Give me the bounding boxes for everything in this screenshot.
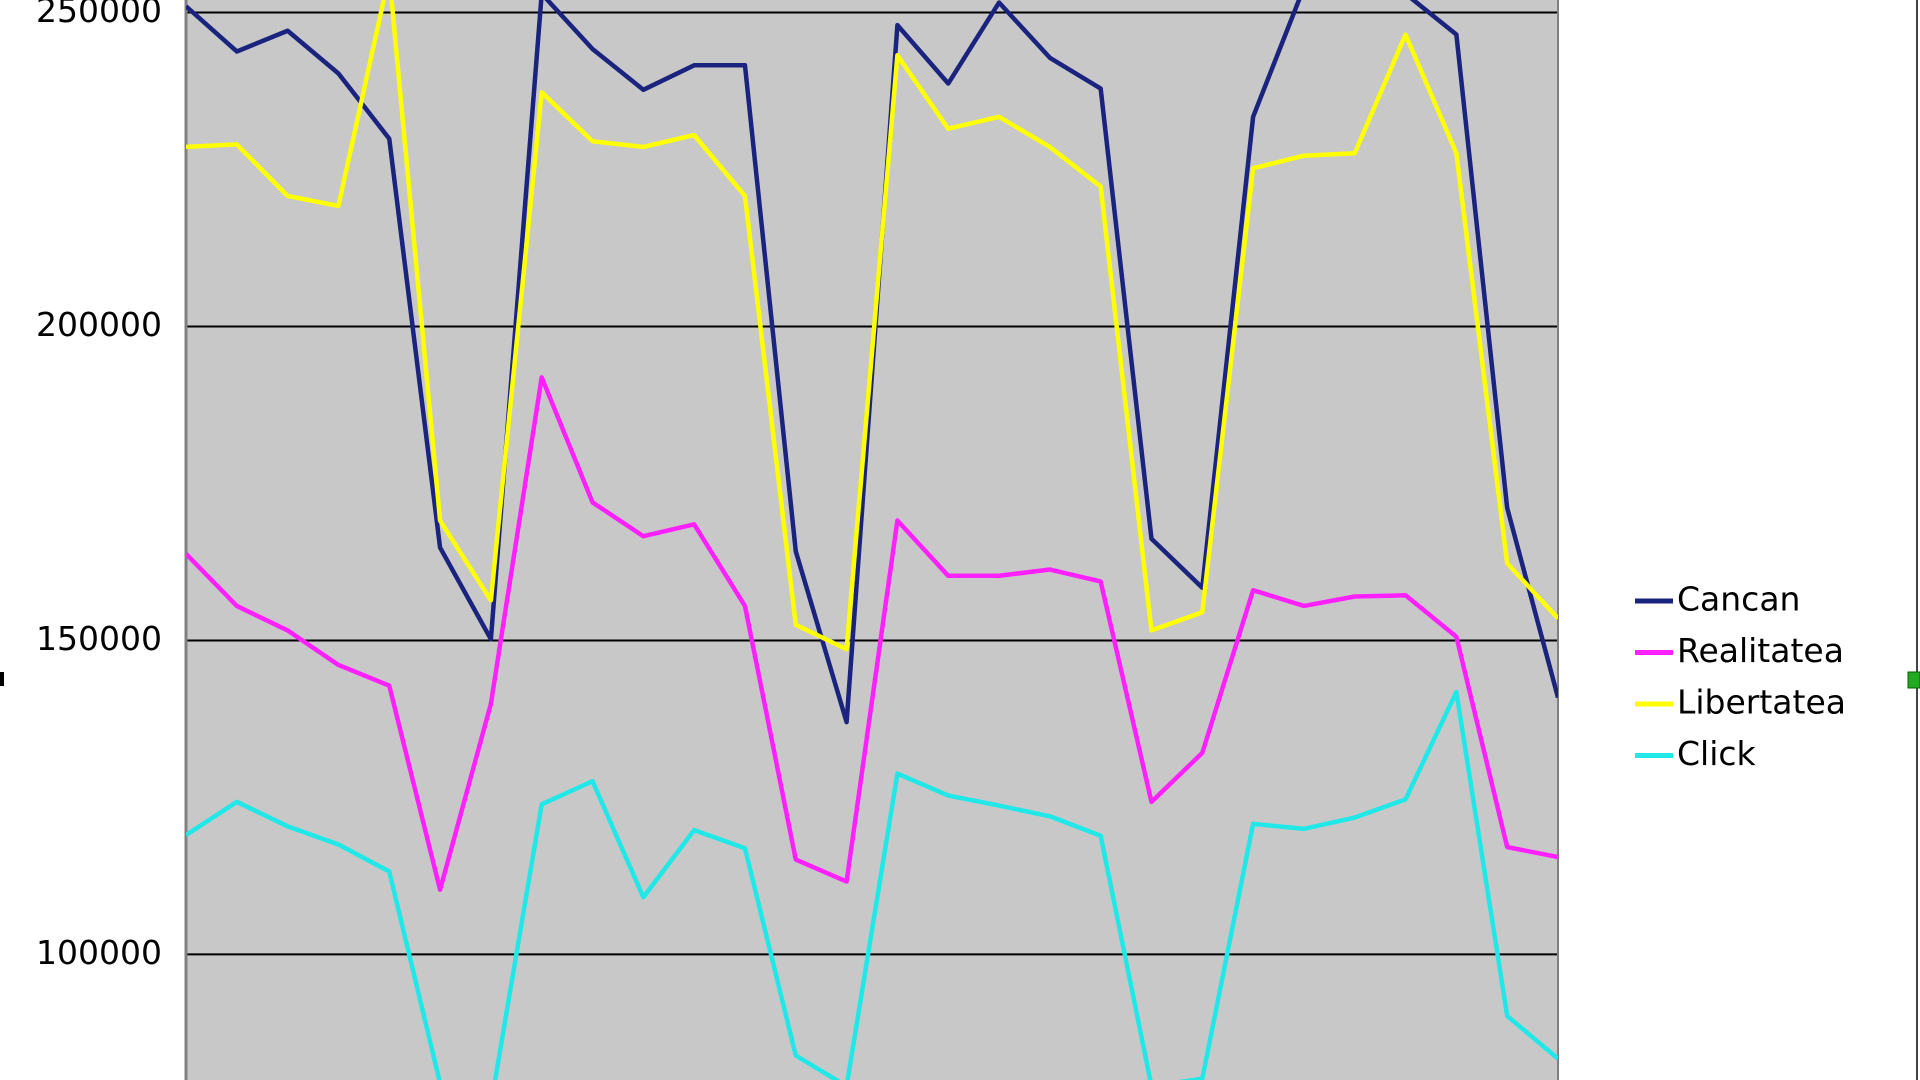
- series-line: [186, 0, 1558, 652]
- y-tick-label: 200000: [36, 305, 162, 344]
- resize-handle: [1907, 671, 1920, 689]
- y-tick-label: 250000: [36, 0, 162, 30]
- legend-label: Realitatea: [1677, 631, 1844, 670]
- lines: [186, 0, 1558, 1080]
- plot-area: [186, 0, 1558, 1080]
- legend-label: Cancan: [1677, 580, 1800, 619]
- y-tick-label: 100000: [36, 933, 162, 972]
- series-line: [186, 375, 1558, 892]
- resize-handle: [0, 672, 4, 686]
- legend-label: Libertatea: [1677, 683, 1846, 722]
- series-line: [186, 689, 1558, 1080]
- legend-label: Click: [1677, 734, 1757, 773]
- y-tick-label: 150000: [36, 619, 162, 658]
